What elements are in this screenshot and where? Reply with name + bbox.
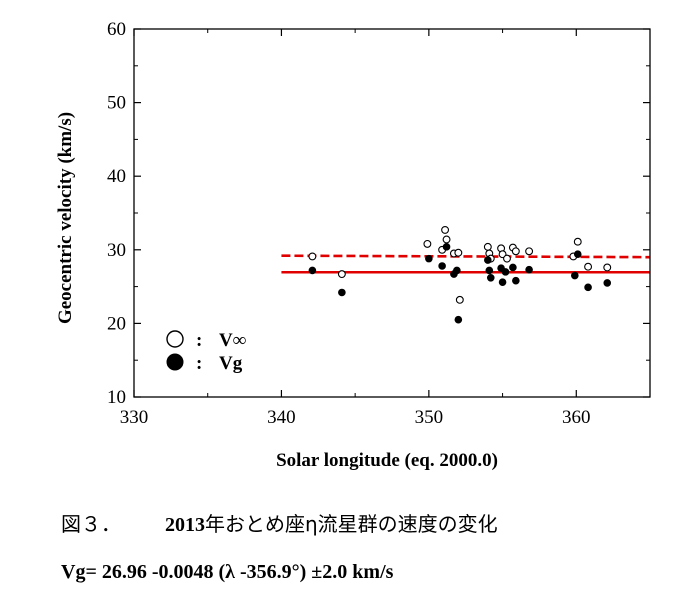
vinf-data-point bbox=[454, 248, 463, 257]
vinf-data-point bbox=[455, 295, 464, 304]
vg-data-point bbox=[501, 268, 510, 276]
vinf-data-point bbox=[503, 254, 511, 263]
data-points-layer bbox=[308, 225, 612, 324]
y-tick-label: 10 bbox=[107, 387, 126, 408]
legend-open-circle-icon bbox=[166, 330, 184, 348]
x-tick-label: 360 bbox=[562, 407, 591, 428]
vg-data-point bbox=[442, 243, 451, 251]
caption-year: 2013 bbox=[165, 514, 205, 536]
plot-frame bbox=[133, 28, 651, 398]
y-tick-label: 20 bbox=[107, 313, 126, 334]
y-tick-label: 60 bbox=[107, 19, 126, 40]
vg-data-point bbox=[525, 265, 533, 274]
vg-data-point bbox=[438, 262, 446, 270]
legend-label-vg: Vg bbox=[219, 353, 243, 374]
y-tick-label: 30 bbox=[107, 240, 126, 261]
x-axis-title: Solar longitude (eq. 2000.0) bbox=[276, 450, 498, 471]
vinf-data-point bbox=[603, 263, 612, 272]
figure-caption: 図３． 2013年おとめ座η流星群の速度の変化 bbox=[61, 508, 498, 537]
y-tick-label: 50 bbox=[107, 93, 126, 114]
vg-data-point bbox=[453, 266, 461, 275]
vinf-data-point bbox=[525, 247, 534, 256]
legend-separator: : bbox=[196, 353, 202, 374]
x-tick-label: 330 bbox=[120, 407, 149, 428]
vinf-data-point bbox=[441, 225, 450, 234]
y-axis-title: Geocentric velocity (km/s) bbox=[55, 112, 76, 324]
figure-label: 図３． bbox=[61, 512, 121, 536]
vinf-data-point bbox=[511, 247, 520, 256]
vinf-data-point bbox=[423, 239, 432, 248]
axis-ticks-layer: 330 340 350 360 10 20 30 40 50 60 bbox=[107, 19, 650, 428]
legend-separator: : bbox=[196, 330, 202, 351]
formula-caption: Vg= 26.96 -0.0048 (λ -356.9°) ±2.0 km/s bbox=[61, 561, 393, 584]
vg-data-point bbox=[584, 283, 592, 292]
fit-lines-layer bbox=[281, 254, 651, 274]
vg-data-point bbox=[338, 288, 346, 297]
vinf-data-point bbox=[337, 270, 346, 279]
x-tick-label: 340 bbox=[267, 407, 296, 428]
vg-data-point bbox=[573, 250, 582, 259]
caption-title: 年おとめ座η流星群の速度の変化 bbox=[205, 512, 498, 536]
vg-data-point bbox=[512, 276, 520, 285]
vg-data-point bbox=[308, 266, 317, 275]
vinf-data-point bbox=[442, 235, 451, 244]
vinf-data-point bbox=[584, 262, 593, 271]
formula-text: Vg= 26.96 -0.0048 (λ -356.9°) ±2.0 km/s bbox=[61, 561, 394, 583]
legend-filled-circle-icon bbox=[166, 353, 184, 371]
vinf-data-point bbox=[308, 252, 317, 261]
legend: : V∞ : Vg bbox=[166, 330, 246, 374]
vg-data-point bbox=[509, 263, 517, 272]
vg-data-point bbox=[485, 266, 494, 275]
vg-data-point bbox=[454, 315, 463, 324]
vg-data-point bbox=[603, 279, 612, 287]
vg-data-point bbox=[486, 273, 495, 282]
vinf-data-point bbox=[483, 242, 492, 251]
vg-data-point bbox=[425, 254, 433, 263]
vinf-data-point bbox=[573, 237, 582, 246]
velocity-scatter-chart: 330 340 350 360 10 20 30 40 50 60 Solar longitude… bbox=[55, 19, 651, 471]
y-tick-label: 40 bbox=[107, 166, 126, 187]
vinf-fit-line bbox=[281, 254, 651, 259]
vg-data-point bbox=[571, 271, 579, 280]
vg-data-point bbox=[484, 256, 492, 264]
legend-label-vinf: V∞ bbox=[219, 330, 246, 351]
vg-data-point bbox=[498, 278, 507, 286]
x-tick-label: 350 bbox=[415, 407, 444, 428]
